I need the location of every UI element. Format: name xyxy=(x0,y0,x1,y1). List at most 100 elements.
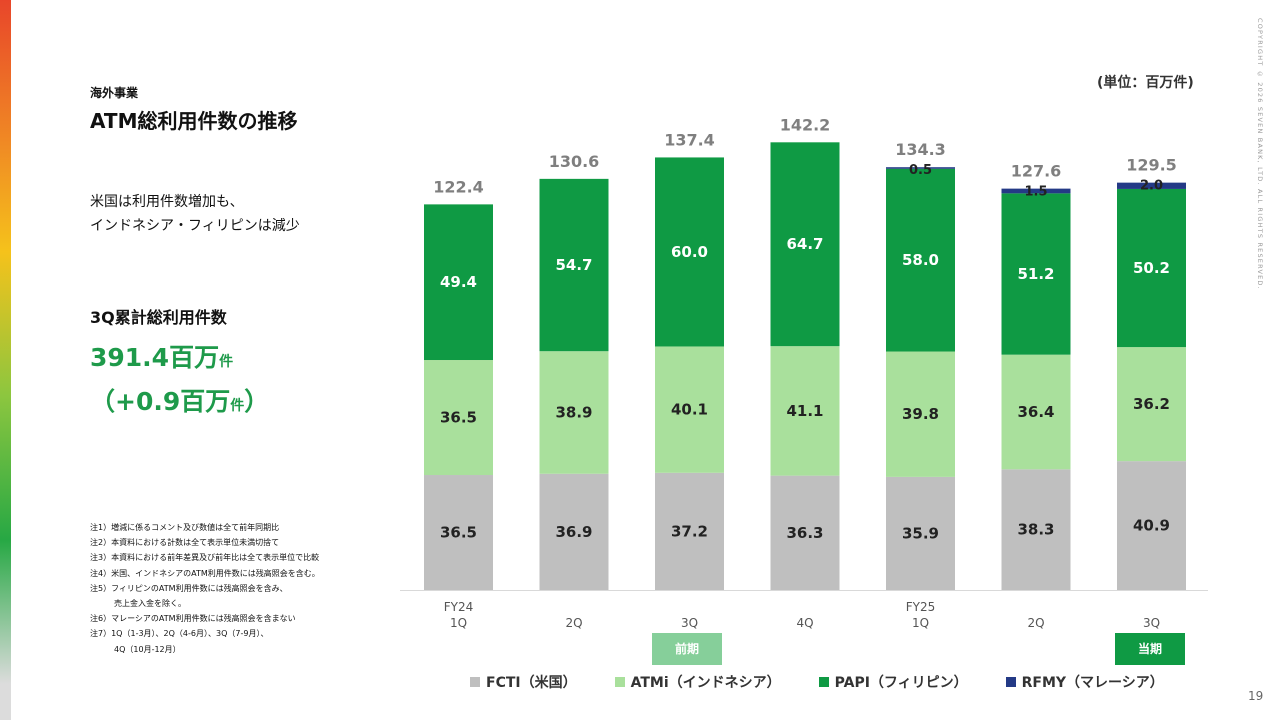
legend-label: PAPI（フィリピン） xyxy=(834,675,968,691)
bar-segment xyxy=(655,472,724,590)
legend-label: RFMY（マレーシア） xyxy=(1021,675,1164,691)
bar-segment xyxy=(655,346,724,473)
x-tick-label: 1Q xyxy=(450,616,467,630)
data-label: 64.7 xyxy=(786,235,823,253)
x-tick-label: 2Q xyxy=(1027,616,1044,630)
data-label: 36.5 xyxy=(440,524,477,542)
total-label: 122.4 xyxy=(433,177,484,196)
data-label: 37.2 xyxy=(671,522,708,540)
data-label: 36.9 xyxy=(555,523,592,541)
footnote: 4Q（10月-12月） xyxy=(90,644,181,654)
data-label: 49.4 xyxy=(440,273,477,291)
legend-swatch xyxy=(1005,677,1016,687)
data-label: 58.0 xyxy=(902,251,939,269)
bar-segment xyxy=(1117,188,1186,348)
accent-bar xyxy=(0,0,11,720)
cumulative-value-number: 391.4百万 xyxy=(90,343,220,372)
bar-segment xyxy=(1001,193,1071,355)
data-label: 35.9 xyxy=(902,524,939,542)
cumulative-diff-number: （+0.9百万 xyxy=(90,387,231,416)
cumulative-diff-unit: 件 xyxy=(230,398,245,414)
slide-title: ATM総利用件数の推移 xyxy=(90,109,298,133)
data-label: 54.7 xyxy=(555,256,592,274)
legend-swatch xyxy=(818,677,829,687)
footnote: 注6）マレーシアのATM利用件数には残高照会を含まない xyxy=(90,614,296,624)
legend-swatch xyxy=(470,677,480,687)
data-label: 41.1 xyxy=(786,402,823,420)
total-label: 130.6 xyxy=(549,152,600,171)
legend-label: ATMi（インドネシア） xyxy=(630,675,781,691)
bar-segment xyxy=(886,351,955,477)
bar-segment xyxy=(1001,188,1071,194)
x-tick-label: 4Q xyxy=(796,616,813,630)
data-label: 51.2 xyxy=(1017,265,1054,283)
copyright-text: COPYRIGHT © 2026 SEVEN BANK, LTD. ALL RI… xyxy=(1256,18,1264,290)
footnote: 売上金入金を除く。 xyxy=(90,599,186,609)
data-label: 36.2 xyxy=(1133,395,1170,413)
legend-swatch xyxy=(614,677,625,687)
bar-segment xyxy=(1117,461,1186,590)
page-number: 19 xyxy=(1248,689,1264,703)
footnotes: 注1）増減に係るコメント及び数値は全て前年同期比 注2）本資料における計数は全て… xyxy=(90,520,390,657)
footnote: 注1）増減に係るコメント及び数値は全て前年同期比 xyxy=(90,523,280,532)
footnote: 注5）フィリピンのATM利用件数には残高照会を含み、 xyxy=(90,583,288,593)
legend: FCTI（米国） ATMi（インドネシア） PAPI（フィリピン） RFMY（マ… xyxy=(470,672,1164,692)
total-label: 134.3 xyxy=(895,140,946,159)
bar-segment xyxy=(886,168,955,352)
bar-segment xyxy=(770,142,840,347)
data-label: 50.2 xyxy=(1133,259,1170,277)
bar-segment xyxy=(770,346,840,476)
bar-segment xyxy=(1117,347,1186,462)
data-label: 38.3 xyxy=(1017,521,1054,539)
data-label: 36.3 xyxy=(786,524,823,542)
bar-segment xyxy=(655,157,724,347)
data-label: 36.4 xyxy=(1017,403,1054,421)
bar-segment xyxy=(1001,354,1071,470)
x-tick-label: 1Q xyxy=(912,616,929,630)
bar-segment xyxy=(886,167,955,169)
previous-period-tag: 前期 xyxy=(652,633,722,665)
legend-item-rfmy: RFMY（マレーシア） xyxy=(1005,672,1164,692)
stacked-bar-chart: 36.5 36.5 49.4 122.4 FY24 1Q 36.9 38.9 54.7 130.6… xyxy=(400,115,1208,630)
bar-segment xyxy=(539,178,609,352)
section-label: 海外事業 xyxy=(90,86,139,100)
bar-segment xyxy=(424,204,493,361)
footnote: 注3）本資料における前年差異及び前年比は全て表示単位で比較 xyxy=(90,553,320,563)
bar-segment xyxy=(770,475,840,590)
data-label: 40.1 xyxy=(671,401,708,419)
x-tick-label-year: FY25 xyxy=(906,600,936,614)
cumulative-diff-close: ） xyxy=(244,387,270,416)
legend-item-atmi: ATMi（インドネシア） xyxy=(614,672,781,692)
total-label: 129.5 xyxy=(1126,156,1177,175)
x-tick-label: 2Q xyxy=(565,616,582,630)
footnote: 注4）米国、インドネシアのATM利用件数には残高照会を含む。 xyxy=(90,568,320,578)
legend-label: FCTI（米国） xyxy=(486,675,577,691)
cumulative-label: 3Q累計総利用件数 xyxy=(90,308,227,327)
data-label: 1.5 xyxy=(1024,185,1047,200)
x-tick-label: 3Q xyxy=(681,616,698,630)
total-label: 137.4 xyxy=(664,130,715,149)
data-label: 60.0 xyxy=(671,243,708,261)
legend-item-papi: PAPI（フィリピン） xyxy=(818,672,968,692)
data-label: 36.5 xyxy=(440,409,477,427)
bar-segment xyxy=(539,473,609,590)
footnote: 注7）1Q（1-3月）、2Q（4-6月）、3Q（7-9月）、 xyxy=(90,629,269,639)
bar-segment xyxy=(1117,182,1186,189)
footnote: 注2）本資料における計数は全て表示単位未満切捨て xyxy=(90,538,280,548)
unit-label: (単位：百万件) xyxy=(1097,75,1194,91)
data-label: 38.9 xyxy=(555,403,592,421)
bar-segment xyxy=(886,476,955,590)
legend-item-fcti: FCTI（米国） xyxy=(470,672,577,692)
total-label: 127.6 xyxy=(1011,162,1062,181)
cumulative-diff: （+0.9百万件） xyxy=(90,382,269,418)
data-label: 2.0 xyxy=(1140,179,1163,194)
bar-segment xyxy=(424,475,493,590)
x-tick-label: 3Q xyxy=(1143,616,1160,630)
data-label: 39.8 xyxy=(902,405,939,423)
cumulative-value-unit: 件 xyxy=(219,354,234,370)
total-label: 142.2 xyxy=(780,115,831,134)
data-label: 40.9 xyxy=(1133,517,1170,535)
bar-segment xyxy=(1001,469,1071,590)
bar-segment xyxy=(424,360,493,476)
summary-text: 米国は利用件数増加も、 インドネシア・フィリピンは減少 xyxy=(90,194,300,234)
